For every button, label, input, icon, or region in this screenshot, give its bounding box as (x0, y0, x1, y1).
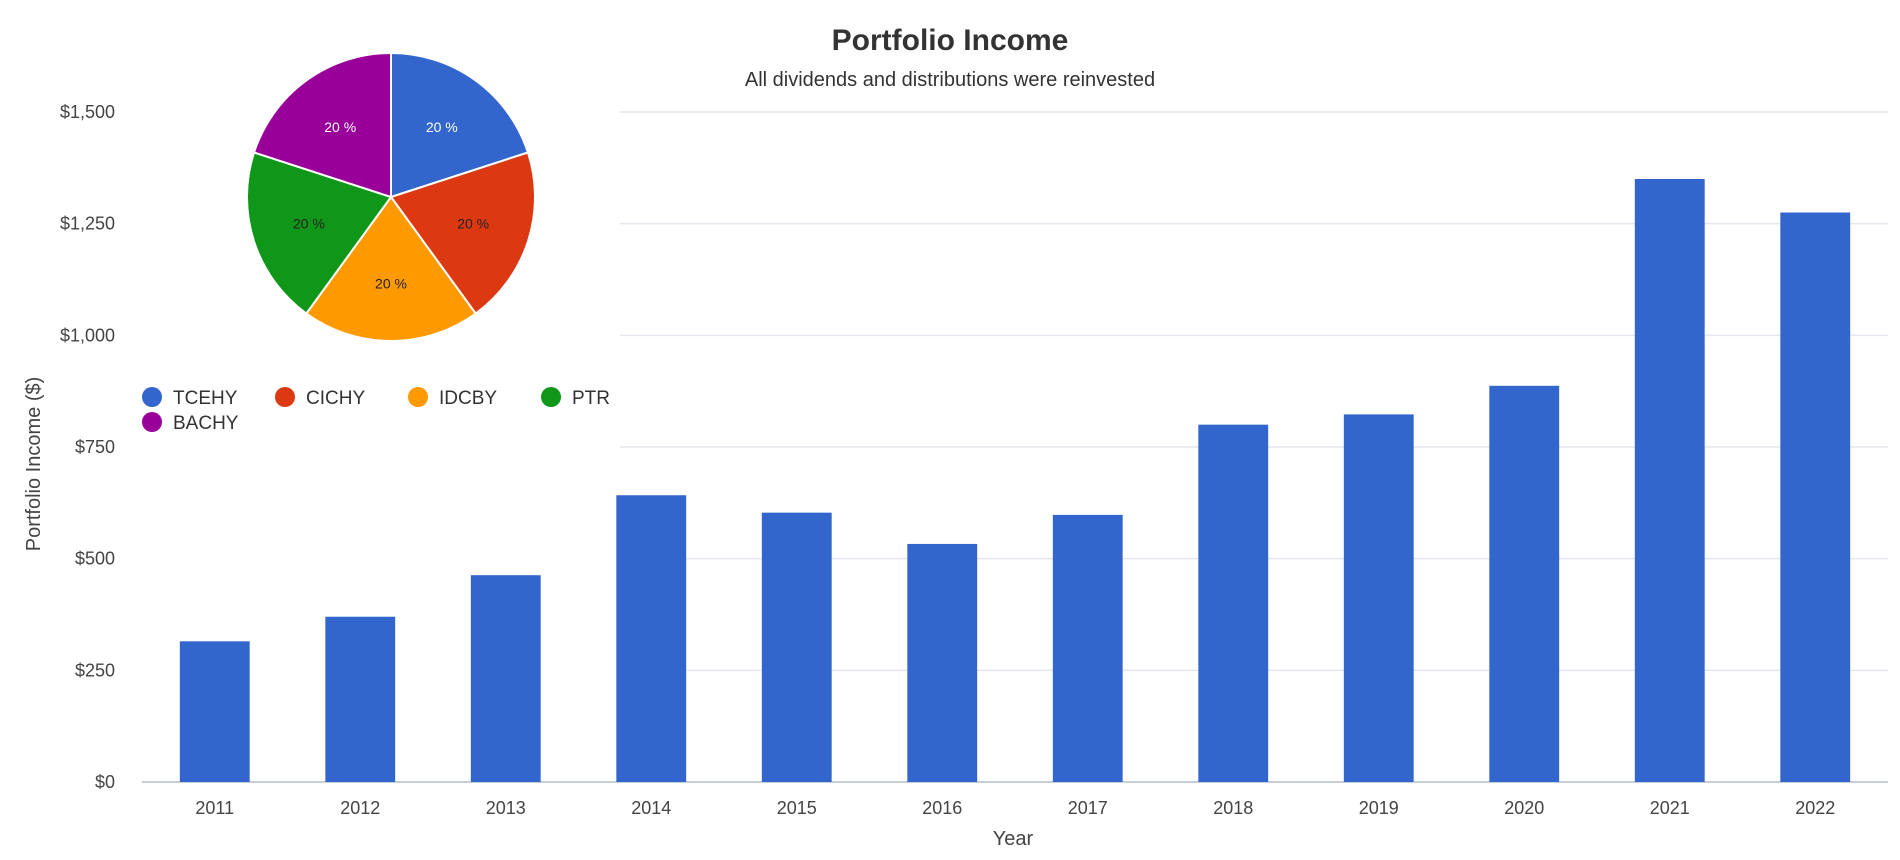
pie-slice-label: 20 % (293, 216, 325, 232)
y-tick-label: $500 (75, 549, 115, 569)
bar[interactable] (1343, 414, 1414, 782)
y-tick-label: $750 (75, 437, 115, 457)
y-tick-label: $0 (95, 772, 115, 792)
pie-slice-label: 20 % (324, 119, 356, 135)
legend-label: TCEHY (173, 388, 238, 409)
bar[interactable] (761, 512, 832, 782)
legend-item[interactable]: IDCBY (408, 387, 497, 409)
bar[interactable] (1780, 212, 1851, 783)
bar[interactable] (1489, 385, 1560, 782)
chart-subtitle: All dividends and distributions were rei… (745, 69, 1155, 91)
legend-item[interactable]: CICHY (275, 387, 365, 409)
legend-marker (408, 387, 428, 407)
bar[interactable] (907, 543, 978, 782)
x-tick-label: 2020 (1504, 798, 1544, 818)
legend-marker (142, 412, 162, 432)
pie-slice[interactable] (252, 51, 392, 199)
bar[interactable] (1634, 179, 1705, 782)
chart-title: Portfolio Income (832, 24, 1069, 57)
bar-series (179, 179, 1851, 783)
legend-marker (275, 387, 295, 407)
pie-slice-label: 20 % (426, 119, 458, 135)
bar[interactable] (179, 641, 250, 782)
bar[interactable] (1198, 424, 1269, 782)
x-tick-label: 2018 (1213, 798, 1253, 818)
pie-chart: 20 % 20 % 20 % 20 % 20 % (246, 51, 536, 342)
legend-label: CICHY (306, 388, 365, 409)
legend-item[interactable]: BACHY (142, 412, 239, 434)
legend-item[interactable]: TCEHY (142, 387, 238, 409)
x-tick-label: 2014 (631, 798, 671, 818)
y-tick-label: $250 (75, 660, 115, 680)
pie-legend: TCEHY CICHY IDCBY PTR BACHY (142, 387, 610, 434)
legend-label: IDCBY (439, 388, 497, 409)
pie-slice[interactable] (246, 151, 393, 315)
pie-slice-label: 20 % (457, 216, 489, 232)
y-axis-title: Portfolio Income ($) (23, 377, 45, 552)
x-tick-label: 2013 (486, 798, 526, 818)
legend-label: PTR (572, 388, 610, 409)
x-tick-label: 2011 (195, 798, 234, 818)
bar[interactable] (1052, 514, 1123, 782)
legend-item[interactable]: PTR (541, 387, 610, 409)
x-tick-labels: 2011 2012 2013 2014 2015 2016 2017 2018 2019 2020… (195, 798, 1835, 818)
y-tick-label: $1,500 (60, 102, 115, 122)
pie-slice[interactable] (390, 51, 530, 199)
legend-marker (541, 387, 561, 407)
y-tick-labels: $0 $250 $500 $750 $1,000 $1,250 $1,500 (60, 102, 115, 792)
pie-slice[interactable] (304, 195, 478, 342)
x-tick-label: 2019 (1359, 798, 1399, 818)
x-tick-label: 2015 (777, 798, 817, 818)
y-tick-label: $1,250 (60, 214, 115, 234)
pie-slice[interactable] (389, 151, 536, 315)
x-tick-label: 2012 (340, 798, 380, 818)
bar[interactable] (325, 616, 396, 782)
bar[interactable] (470, 575, 541, 782)
x-tick-label: 2022 (1795, 798, 1835, 818)
y-tick-label: $1,000 (60, 325, 115, 345)
pie-slice-label: 20 % (375, 275, 407, 291)
legend-marker (142, 387, 162, 407)
legend-label: BACHY (173, 413, 239, 434)
x-axis-title: Year (993, 828, 1034, 850)
x-tick-label: 2021 (1650, 798, 1690, 818)
x-tick-label: 2016 (922, 798, 962, 818)
bar[interactable] (616, 495, 687, 782)
x-tick-label: 2017 (1068, 798, 1108, 818)
